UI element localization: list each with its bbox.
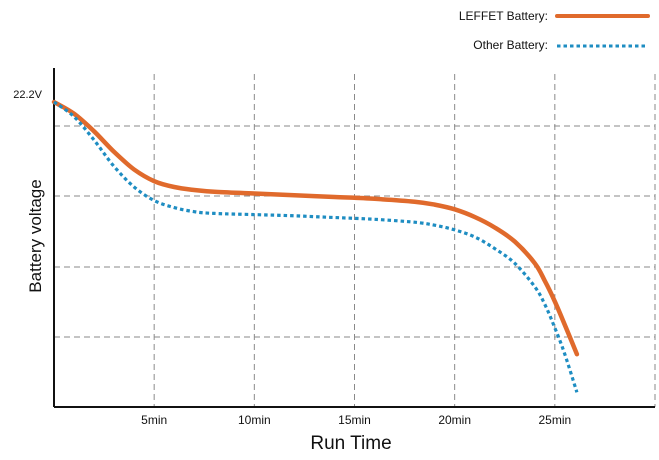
x-tick-label: 20min (438, 413, 471, 427)
series-line-other (53, 100, 579, 393)
series-line-leffet (51, 99, 580, 357)
grid (54, 74, 656, 407)
legend: LEFFET Battery: Other Battery: (459, 9, 650, 52)
axis-labels: Run Time Battery voltage (26, 179, 392, 454)
x-tick-label: 25min (538, 413, 571, 427)
legend-label-other: Other Battery: (473, 38, 548, 52)
y-tick-label: 22.2V (13, 89, 42, 101)
legend-entry-leffet: LEFFET Battery: (459, 9, 650, 23)
x-tick-label: 5min (141, 413, 167, 427)
series-lines (51, 99, 580, 393)
legend-label-leffet: LEFFET Battery: (459, 9, 548, 23)
x-tick-label: 15min (338, 413, 371, 427)
legend-entry-other: Other Battery: (473, 38, 648, 52)
x-tick-label: 10min (238, 413, 271, 427)
x-axis-label: Run Time (310, 433, 391, 454)
axes: 5min 10min 15min 20min 25min 22.2V (13, 68, 655, 427)
y-axis-label: Battery voltage (26, 179, 45, 292)
